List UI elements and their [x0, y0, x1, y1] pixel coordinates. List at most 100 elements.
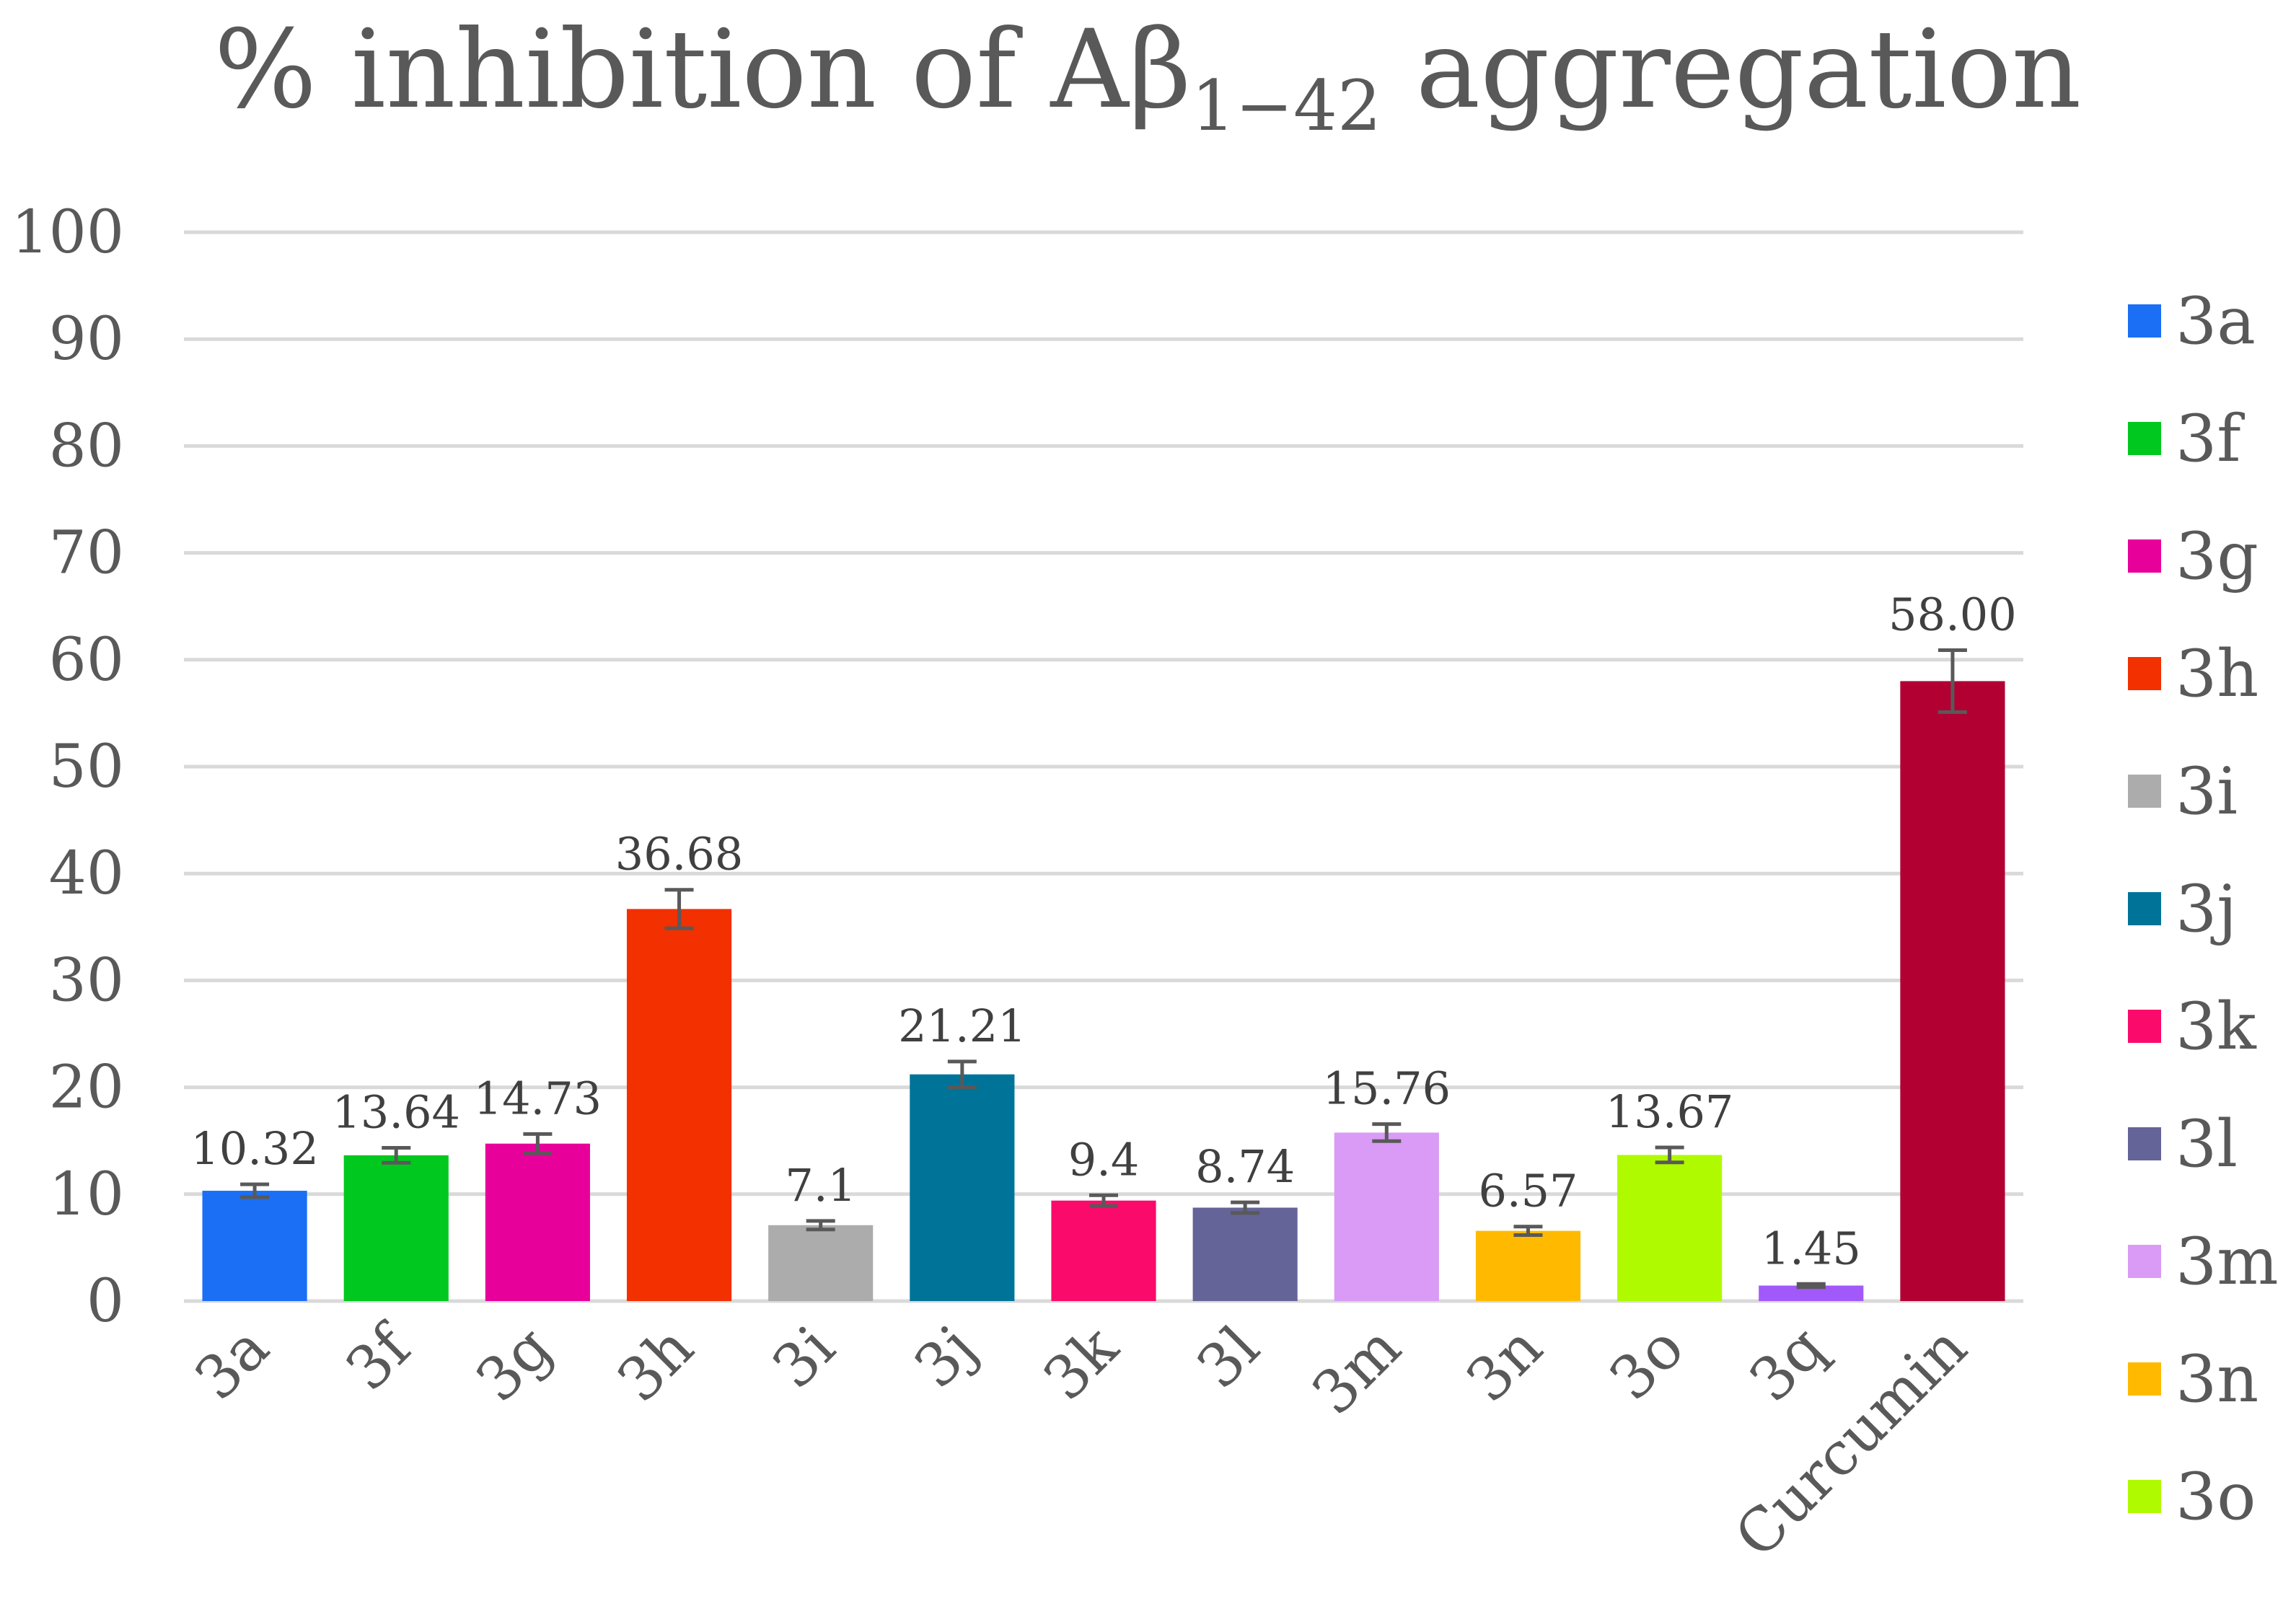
y-tick-label: 50 — [49, 733, 124, 801]
legend-swatch — [2128, 422, 2161, 455]
x-tick-label: 3n — [1453, 1313, 1555, 1415]
data-label: 58.00 — [1888, 588, 2017, 640]
data-label: 13.64 — [332, 1085, 460, 1138]
bar-3l — [1192, 1207, 1298, 1301]
error-bars — [240, 648, 1967, 1290]
bar-3n — [1475, 1230, 1581, 1301]
data-label: 14.73 — [474, 1072, 602, 1124]
error-bar — [947, 1059, 977, 1089]
legend-item-3i: 3i — [2128, 754, 2238, 829]
error-bar — [240, 1182, 270, 1199]
legend-swatch — [2128, 1480, 2161, 1513]
bar-3k — [1051, 1200, 1156, 1301]
bar-3a — [202, 1191, 307, 1301]
bar-3q — [1759, 1285, 1864, 1301]
legend-label: 3m — [2176, 1224, 2279, 1300]
error-bar — [382, 1145, 411, 1165]
legend-label: 3o — [2176, 1459, 2256, 1535]
bars — [202, 681, 2005, 1301]
data-label: 8.74 — [1195, 1140, 1295, 1193]
y-tick-label: 30 — [49, 946, 124, 1015]
x-tick-label: 3q — [1737, 1313, 1839, 1415]
legend-item-3h: 3h — [2128, 636, 2258, 712]
error-bar — [1513, 1225, 1543, 1238]
legend-swatch — [2128, 304, 2161, 338]
bar-3m — [1334, 1132, 1439, 1301]
data-label: 9.4 — [1068, 1133, 1140, 1186]
x-tick-label: 3l — [1184, 1313, 1273, 1402]
legend-item-3n: 3n — [2128, 1341, 2258, 1417]
x-tick-label: 3j — [902, 1313, 990, 1401]
x-tick-label: 3g — [463, 1313, 565, 1415]
legend-swatch — [2128, 892, 2161, 925]
chart-title-main: % inhibition of Aβ — [214, 7, 1192, 133]
legend-item-3g: 3g — [2128, 519, 2258, 594]
legend: 3a 3f 3g 3h 3i 3j 3k 3l 3m 3n 3o — [2128, 283, 2279, 1535]
legend-label: 3i — [2176, 754, 2238, 829]
legend-label: 3h — [2176, 636, 2258, 712]
data-label: 13.67 — [1606, 1085, 1734, 1138]
legend-label: 3a — [2176, 283, 2256, 359]
chart-title: % inhibition of Aβ1−42 aggregation — [214, 7, 2082, 146]
error-bar — [664, 888, 694, 930]
y-tick-label: 10 — [49, 1160, 124, 1229]
data-label: 15.76 — [1323, 1062, 1451, 1115]
data-label: 6.57 — [1478, 1165, 1578, 1217]
error-bar — [1655, 1145, 1684, 1165]
legend-label: 3k — [2176, 989, 2257, 1065]
legend-item-3a: 3a — [2128, 283, 2256, 359]
legend-label: 3g — [2176, 519, 2258, 594]
legend-swatch — [2128, 539, 2161, 573]
y-tick-label: 0 — [87, 1267, 124, 1336]
legend-label: 3j — [2176, 871, 2237, 947]
x-tick-label: 3f — [333, 1310, 427, 1404]
y-tick-label: 70 — [49, 519, 124, 588]
legend-swatch — [2128, 1010, 2161, 1043]
error-bar — [1937, 648, 1967, 714]
y-tick-label: 20 — [49, 1054, 124, 1122]
legend-swatch — [2128, 1127, 2161, 1160]
error-bar — [523, 1132, 553, 1155]
chart-title-suffix: aggregation — [1381, 7, 2081, 133]
data-label: 1.45 — [1761, 1222, 1861, 1274]
y-tick-label: 100 — [11, 198, 124, 267]
error-bar — [1231, 1200, 1260, 1215]
error-bar — [1796, 1282, 1826, 1290]
error-bar — [806, 1219, 835, 1232]
error-bar — [1372, 1122, 1402, 1143]
legend-label: 3l — [2176, 1106, 2238, 1182]
x-tick-label: 3h — [604, 1313, 706, 1415]
legend-item-3l: 3l — [2128, 1106, 2238, 1182]
bar-3o — [1617, 1155, 1723, 1301]
bar-3i — [768, 1225, 874, 1301]
legend-item-3m: 3m — [2128, 1224, 2279, 1300]
bar-curcumin — [1900, 681, 2005, 1301]
data-label: 21.21 — [898, 1000, 1026, 1052]
y-tick-label: 80 — [49, 412, 124, 480]
x-tick-label: 3m — [1299, 1313, 1414, 1428]
bar-3j — [910, 1074, 1015, 1301]
error-bar — [1089, 1193, 1118, 1208]
y-tick-label: 90 — [49, 305, 124, 374]
chart-title-subscript: 1−42 — [1191, 66, 1381, 146]
bar-3h — [626, 909, 732, 1301]
legend-swatch — [2128, 1245, 2161, 1278]
legend-item-3f: 3f — [2128, 401, 2245, 477]
x-tick-label: 3i — [760, 1313, 848, 1402]
legend-swatch — [2128, 775, 2161, 808]
data-label: 10.32 — [190, 1122, 319, 1175]
data-label: 36.68 — [615, 828, 744, 881]
legend-swatch — [2128, 1362, 2161, 1396]
y-tick-label: 40 — [49, 839, 124, 908]
bar-3f — [343, 1155, 449, 1301]
y-tick-label: 60 — [49, 626, 124, 695]
data-label: 7.1 — [785, 1159, 856, 1212]
x-tick-label: 3a — [182, 1313, 283, 1414]
legend-item-3k: 3k — [2128, 989, 2257, 1065]
legend-item-3o: 3o — [2128, 1459, 2256, 1535]
legend-label: 3n — [2176, 1341, 2258, 1417]
x-tick-label: 3k — [1031, 1313, 1132, 1414]
